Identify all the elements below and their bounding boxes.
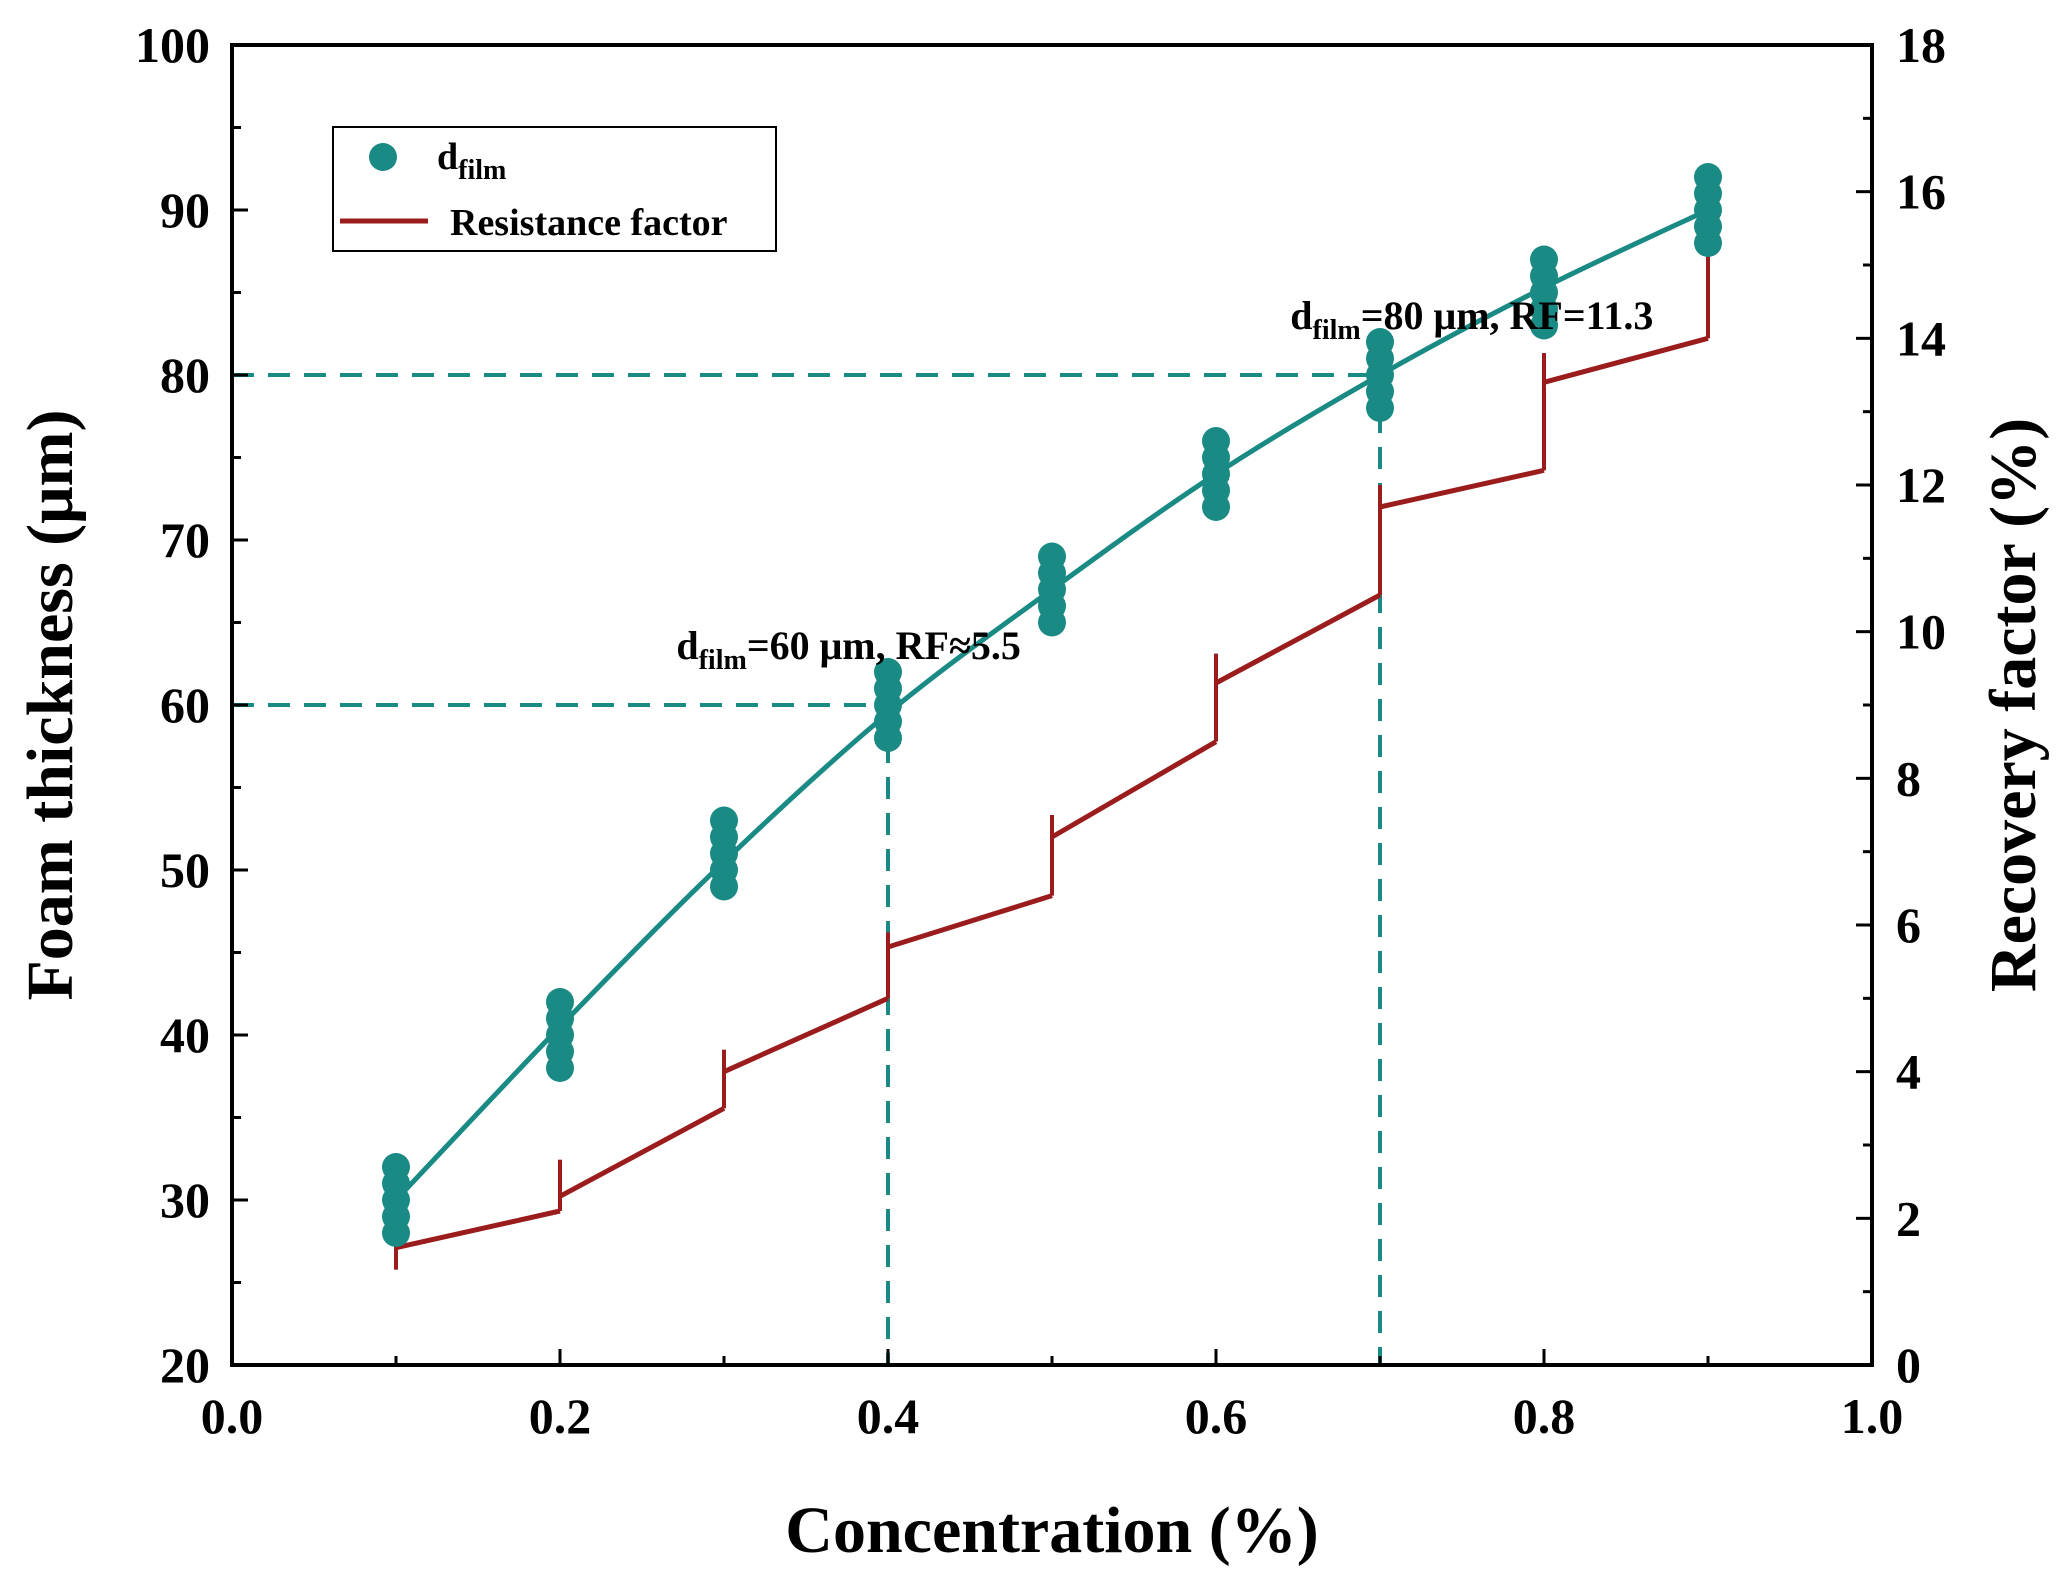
y-right-tick-label: 6: [1896, 897, 1921, 953]
rf-segment: [1214, 592, 1382, 686]
tick-labels: 0.0 0.2 0.4 0.6 0.8 1.0 20 30 40 50 60 70 80 90 100 0 2 4…: [135, 17, 1946, 1444]
legend: dfilm Resistance factor: [332, 126, 777, 252]
y-left-tick-label: 100: [135, 17, 210, 73]
x-tick-label: 1.0: [1841, 1388, 1904, 1444]
rf-segment: [722, 996, 890, 1074]
y-right-tick-label: 0: [1896, 1337, 1921, 1393]
x-tick-label: 0.0: [201, 1388, 264, 1444]
legend-label-film: dfilm: [437, 136, 506, 186]
y-left-tick-label: 40: [160, 1007, 210, 1063]
y-right-tick-label: 14: [1896, 310, 1946, 366]
x-tick-label: 0.6: [1185, 1388, 1248, 1444]
annotations: dfilm=60 μm, RF≈5.5 dfilm=80 μm, RF=11.3: [676, 293, 1653, 676]
y-left-tick-label: 80: [160, 347, 210, 403]
y-right-tick-label: 18: [1896, 17, 1946, 73]
annotation-a80: dfilm=80 μm, RF=11.3: [1290, 293, 1653, 346]
y-left-tick-label: 70: [160, 512, 210, 568]
y-left-tick-label: 50: [160, 842, 210, 898]
legend-box: [332, 126, 777, 252]
x-axis-title: Concentration (%): [785, 1494, 1318, 1567]
y-right-tick-label: 10: [1896, 604, 1946, 660]
y-right-tick-label: 12: [1896, 457, 1946, 513]
film-data-point: [546, 988, 574, 1016]
film-points-series: [382, 163, 1722, 1247]
y-right-tick-label: 8: [1896, 750, 1921, 806]
film-data-point: [1530, 245, 1558, 274]
y-left-tick-label: 20: [160, 1337, 210, 1393]
film-fit-curve: [394, 207, 1710, 1202]
y-left-tick-label: 60: [160, 677, 210, 733]
rf-segment: [887, 893, 1053, 950]
film-data-point: [710, 806, 738, 835]
x-tick-label: 0.2: [529, 1388, 592, 1444]
film-data-point: [1038, 542, 1066, 571]
film-fit-series: [394, 207, 1710, 1202]
y-right-axis-title: Recovery factor (%): [1977, 418, 2050, 992]
rf-segment: [1543, 335, 1709, 385]
annotation-a60: dfilm=60 μm, RF≈5.5: [676, 623, 1021, 676]
y-right-tick-label: 16: [1896, 164, 1946, 220]
rf-segment: [1379, 467, 1545, 510]
x-tick-label: 0.4: [857, 1388, 920, 1444]
legend-label-resistance-factor: Resistance factor: [450, 202, 728, 244]
film-data-point: [1694, 163, 1722, 191]
film-data-point: [874, 658, 902, 686]
y-left-tick-label: 90: [160, 182, 210, 238]
resistance-factor-series: [394, 191, 1710, 1270]
y-right-tick-label: 2: [1896, 1190, 1921, 1246]
rf-segment: [395, 1208, 561, 1251]
axis-ticks: [230, 43, 1874, 1367]
rf-segment: [558, 1106, 726, 1199]
film-data-point: [382, 1153, 410, 1181]
film-data-point: [1366, 328, 1394, 356]
rf-segment: [1050, 739, 1218, 840]
film-data-point: [1202, 427, 1230, 455]
y-right-tick-label: 4: [1896, 1044, 1921, 1100]
y-left-tick-label: 30: [160, 1172, 210, 1228]
legend-marker-film: [369, 143, 397, 171]
y-left-axis-title: Foam thickness (μm): [14, 409, 87, 1000]
x-tick-label: 0.8: [1513, 1388, 1576, 1444]
